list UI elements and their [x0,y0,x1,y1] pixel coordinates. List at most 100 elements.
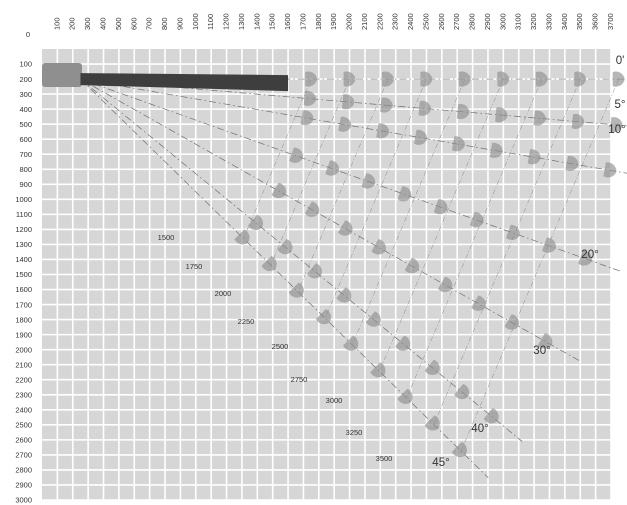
length-guide-line [297,78,389,292]
lamp-head [343,335,359,351]
y-tick-label: 200 [19,75,32,84]
length-guide-line [352,78,466,345]
x-tick-label: 3200 [529,13,538,30]
y-tick-label: 1700 [15,300,32,309]
lamp-head [610,117,623,133]
x-tick-label: 400 [98,17,107,30]
lamp-head [305,71,318,87]
length-guide-line [270,78,350,266]
length-label: 2000 [215,289,232,298]
lamp-head [338,116,352,132]
lamp-head [433,198,448,215]
lamp-head [271,182,286,199]
length-label: 3500 [376,454,393,463]
lamp-head [382,71,395,87]
x-tick-label: 900 [175,17,184,30]
lamp-base [42,63,82,88]
angle-label: 45° [432,457,449,469]
x-tick-label: 1300 [237,13,246,30]
angle-ray [80,78,581,362]
lamp-head [325,160,340,176]
x-tick-label: 2100 [360,13,369,30]
angle-ray [80,78,489,478]
lamp-head [424,415,440,431]
y-tick-label: 500 [19,120,32,129]
x-tick-label: 1200 [222,13,231,30]
y-tick-label: 1200 [15,225,32,234]
x-tick-label: 2500 [421,13,430,30]
lamp-head [603,162,617,178]
lamp-arm-bar [80,73,289,92]
lamp-head [306,263,322,279]
y-tick-label: 2200 [15,375,32,384]
length-guide-line [324,78,427,319]
y-tick-label: 2900 [15,481,32,490]
y-tick-label: 2000 [15,345,32,354]
angle-label: 10° [608,124,625,136]
lamp-head [497,71,510,87]
length-labels: 1500 1750 2000 2250 2500 2750 3000 3250 3500 [158,233,393,463]
x-tick-label: 3600 [591,13,600,30]
x-tick-label: 1100 [206,14,215,30]
x-tick-label: 3300 [544,13,553,30]
lamp-head [397,186,412,202]
lamp-head [365,311,381,327]
lamp-head [304,201,320,217]
lamp-head [505,224,520,240]
y-tick-label: 1400 [15,255,32,264]
x-tick-label: 3400 [560,13,569,30]
length-label: 1750 [186,262,203,271]
lamp-head [535,71,548,87]
lamp-head [248,214,264,231]
x-tick-label: 600 [129,17,138,30]
grid-lines [42,49,612,501]
angle-ray [80,78,523,442]
y-tick-label: 300 [19,90,32,99]
lamp-head [483,408,499,424]
length-label: 3000 [326,396,343,405]
lamp-head [277,238,293,255]
lamp-head [578,250,593,266]
angle-label: 40° [471,423,488,435]
lamp-head [261,255,277,271]
y-tick-label: 1300 [15,240,32,249]
y-tick-label: 2800 [15,466,32,475]
y-tick-label: 3000 [15,496,32,505]
y-tick-label: 2600 [15,436,32,445]
x-tick-label: 3700 [606,13,615,30]
y-tick-label: 100 [19,60,32,69]
lamp-head [376,123,390,139]
y-tick-label: 800 [19,165,32,174]
lamp-head [451,136,465,152]
x-tick-label: 1700 [298,13,307,30]
x-tick-label: 800 [160,17,169,30]
lamp-head [612,71,625,87]
lamp-head [288,282,304,298]
length-label: 3250 [346,428,363,437]
length-guide-line [379,78,504,372]
x-tick-label: 1900 [329,13,338,30]
x-tick-label: 3000 [498,13,507,30]
lamp-head [300,110,314,126]
length-label: 2250 [238,317,255,326]
lamp-head [361,173,376,189]
x-tick-label: 1000 [191,13,200,30]
lamp-head [495,107,508,123]
y-tick-label: 400 [19,105,32,114]
x-tick-label: 700 [145,17,154,30]
x-tick-label: 1800 [314,13,323,30]
lamp-head [537,333,553,349]
y-tick-label: 1500 [15,270,32,279]
angle-rays [80,78,627,478]
length-guide-line [460,78,619,452]
lamp-head [234,229,250,245]
y-tick-label: 2400 [15,406,32,415]
lamp-head [451,441,467,457]
x-tick-label: 1400 [252,13,261,30]
origin-label: 0 [26,30,30,39]
x-tick-label: 200 [68,17,77,30]
lamp-head [456,104,470,120]
lamp-head [338,220,353,236]
lamp-head [380,97,393,113]
